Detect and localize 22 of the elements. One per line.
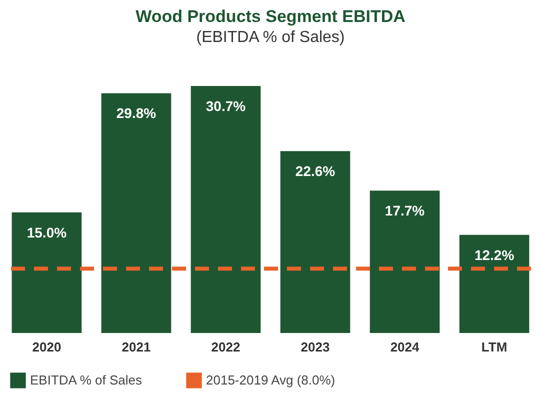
x-tick-label: 2024 [390,340,420,354]
bar [459,234,530,333]
bar [12,212,82,333]
data-label: 22.6% [295,163,336,180]
data-label: 30.7% [206,98,246,114]
chart-subtitle: (EBITDA % of Sales) [196,29,345,46]
x-tick-label: 2020 [32,340,62,354]
data-label: 29.8% [116,105,157,122]
bar [190,86,261,333]
data-label: 12.2% [474,246,515,263]
data-label: 15.0% [26,224,68,240]
legend-label: EBITDA % of Sales [30,372,142,388]
bar [101,93,172,333]
x-tick-label: 2023 [300,340,330,354]
x-tick-label: 2022 [211,340,240,354]
legend-label: 2015-2019 Avg (8.0%) [206,372,336,388]
chart-title: Wood Products Segment EBITDA [136,7,406,26]
bar [370,190,440,333]
x-tick-label: 2021 [122,340,151,354]
bar [280,151,350,333]
x-tick-label: LTM [481,340,508,354]
data-label: 17.7% [384,202,426,219]
